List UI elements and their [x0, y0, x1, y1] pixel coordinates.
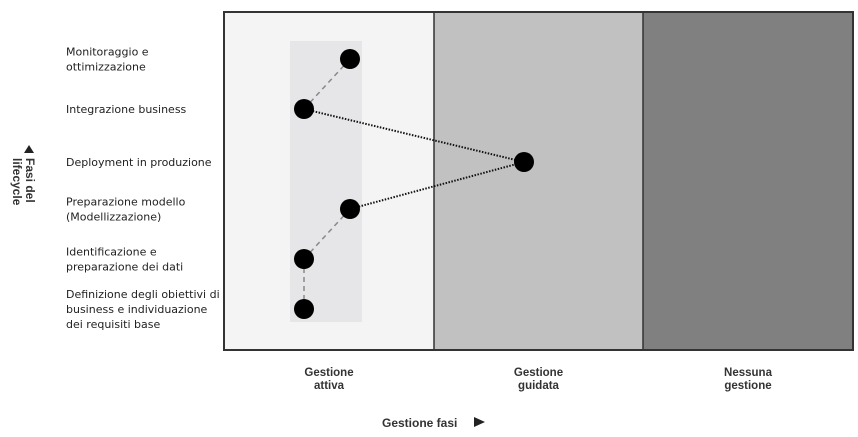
- phase-label: Preparazione modello: [66, 196, 186, 209]
- phase-point: [340, 49, 360, 69]
- dotted-connector: [349, 161, 525, 210]
- column-label: attiva: [314, 380, 345, 392]
- x-axis-label: Gestione fasi: [382, 416, 457, 430]
- column-label: Gestione: [514, 367, 563, 379]
- dashed-connector: [303, 208, 351, 260]
- phase-label: Identificazione e: [66, 246, 157, 259]
- column-bg: [643, 12, 853, 350]
- diagram-frame: [223, 11, 854, 351]
- phase-point: [294, 99, 314, 119]
- y-axis-label: Fasi del lifecycle: [10, 158, 37, 206]
- dashed-connector: [303, 58, 351, 110]
- y-axis-label-line2: lifecycle: [10, 158, 24, 206]
- column-bg: [434, 12, 643, 350]
- phase-label: Deployment in produzione: [66, 156, 212, 169]
- phase-label: business e individuazione: [66, 303, 208, 316]
- phase-label: dei requisiti base: [66, 318, 160, 331]
- triangle-right-icon: [474, 417, 485, 427]
- phase-label: Definizione degli obiettivi di: [66, 288, 220, 301]
- column-label: gestione: [724, 380, 771, 392]
- active-highlight-band: [290, 41, 362, 322]
- column-label: Nessuna: [724, 367, 773, 379]
- y-axis-label-line1: Fasi del: [23, 158, 37, 203]
- phase-label: ottimizzazione: [66, 61, 146, 74]
- phase-point: [294, 249, 314, 269]
- phase-point: [514, 152, 534, 172]
- phase-label: Integrazione business: [66, 103, 187, 116]
- column-label: guidata: [518, 380, 559, 392]
- triangle-up-icon: [24, 145, 34, 153]
- phase-label: preparazione dei dati: [66, 261, 183, 274]
- phase-point: [294, 299, 314, 319]
- phase-label: (Modellizzazione): [66, 211, 161, 224]
- phase-point: [340, 199, 360, 219]
- column-label: Gestione: [304, 367, 353, 379]
- phase-label: Monitoraggio e: [66, 46, 149, 59]
